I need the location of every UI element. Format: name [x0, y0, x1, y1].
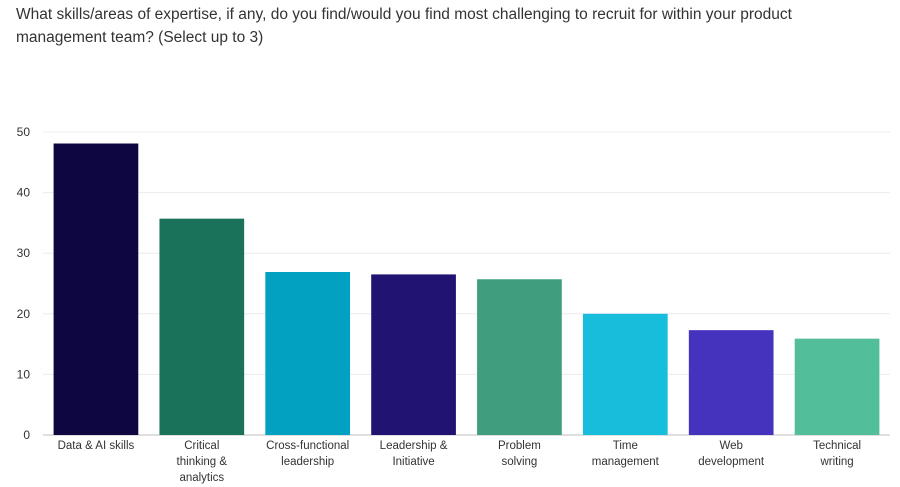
question-title-line-2: management team? (Select up to 3): [16, 29, 264, 46]
bars: [53, 143, 880, 436]
x-tick-label: Problem solving: [498, 440, 541, 468]
bar: [688, 330, 774, 435]
y-tick-label: 30: [17, 246, 31, 260]
x-tick-label: Cross-functional leadership: [266, 440, 349, 468]
x-tick-label: Technical writing: [813, 440, 861, 468]
y-tick-label: 50: [17, 125, 31, 139]
y-tick-label: 0: [23, 428, 30, 442]
y-axis: 0 10 20 30 40 50: [17, 125, 31, 442]
bar: [582, 313, 668, 435]
bar: [371, 274, 456, 435]
x-tick-label: Web development: [698, 440, 765, 468]
bar: [53, 143, 139, 436]
x-tick-label: Leadership & Initiative: [380, 440, 448, 468]
bar: [265, 271, 351, 435]
y-tick-label: 20: [17, 307, 31, 321]
x-tick-label: Time management: [592, 440, 660, 468]
x-tick-label: Data & AI skills: [58, 440, 135, 452]
y-tick-label: 40: [17, 186, 31, 200]
x-axis: Data & AI skills Critical thinking & analyt…: [58, 440, 861, 484]
x-tick-label: Critical thinking & analytics: [177, 440, 228, 484]
bar: [159, 218, 245, 435]
bar: [794, 338, 880, 435]
question-title-line-1: What skills/areas of expertise, if any, …: [16, 6, 792, 23]
question-title: What skills/areas of expertise, if any, …: [16, 3, 876, 49]
bar: [477, 279, 562, 435]
y-tick-label: 10: [17, 367, 31, 381]
